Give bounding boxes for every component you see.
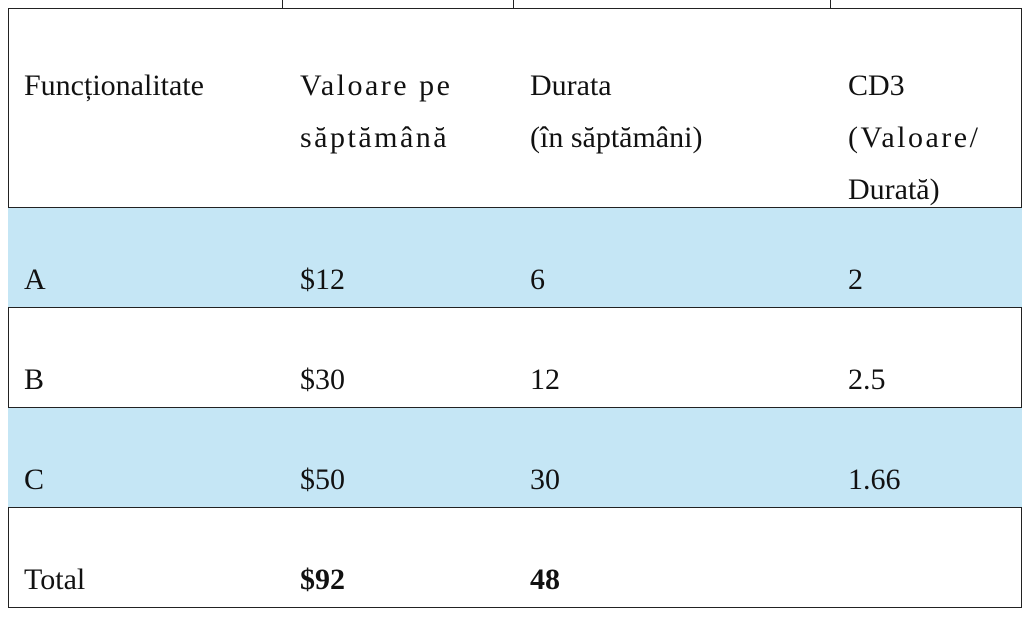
header-cell: Durata (în săptămâni) bbox=[530, 60, 702, 164]
table-cell: 12 bbox=[530, 363, 560, 396]
header-line: Durata bbox=[530, 69, 612, 102]
column-divider bbox=[282, 0, 283, 8]
header-line: Valoare pe bbox=[300, 69, 453, 102]
table-cell: B bbox=[24, 363, 45, 396]
header-row: Funcționalitate Valoare pe săptămână Durata… bbox=[8, 8, 1022, 208]
header-cell: Funcționalitate bbox=[24, 60, 204, 112]
table-cell: 48 bbox=[530, 563, 560, 596]
table-cell: 2 bbox=[848, 263, 863, 296]
header-line: Durată) bbox=[848, 173, 940, 206]
table-cell: Total bbox=[24, 563, 86, 596]
table-cell: 1.66 bbox=[848, 463, 901, 496]
header-line: (Valoare/ bbox=[848, 121, 981, 154]
table-cell: 30 bbox=[530, 463, 560, 496]
table-cell: 2.5 bbox=[848, 363, 886, 396]
header-cell: Valoare pe săptămână bbox=[300, 60, 452, 164]
table-row: C $50 30 1.66 bbox=[8, 408, 1022, 508]
table-cell: $30 bbox=[300, 363, 345, 396]
table-row: B $30 12 2.5 bbox=[8, 308, 1022, 408]
table-cell: $92 bbox=[300, 563, 345, 596]
column-divider bbox=[830, 0, 831, 8]
table-cell: C bbox=[24, 463, 45, 496]
table-cell: 6 bbox=[530, 263, 545, 296]
column-divider bbox=[513, 0, 514, 8]
table-row: A $12 6 2 bbox=[8, 208, 1022, 308]
table-cell: $50 bbox=[300, 463, 345, 496]
table-cell: $12 bbox=[300, 263, 345, 296]
table-frame bbox=[8, 8, 1022, 608]
header-line: Funcționalitate bbox=[24, 69, 204, 102]
header-line: (în săptămâni) bbox=[530, 121, 703, 154]
header-line: săptămână bbox=[300, 121, 450, 154]
table-row: Total $92 48 bbox=[8, 508, 1022, 608]
header-cell: CD3 (Valoare/Durată) bbox=[848, 60, 980, 216]
header-line: CD3 bbox=[848, 69, 905, 102]
table-cell: A bbox=[24, 263, 46, 296]
